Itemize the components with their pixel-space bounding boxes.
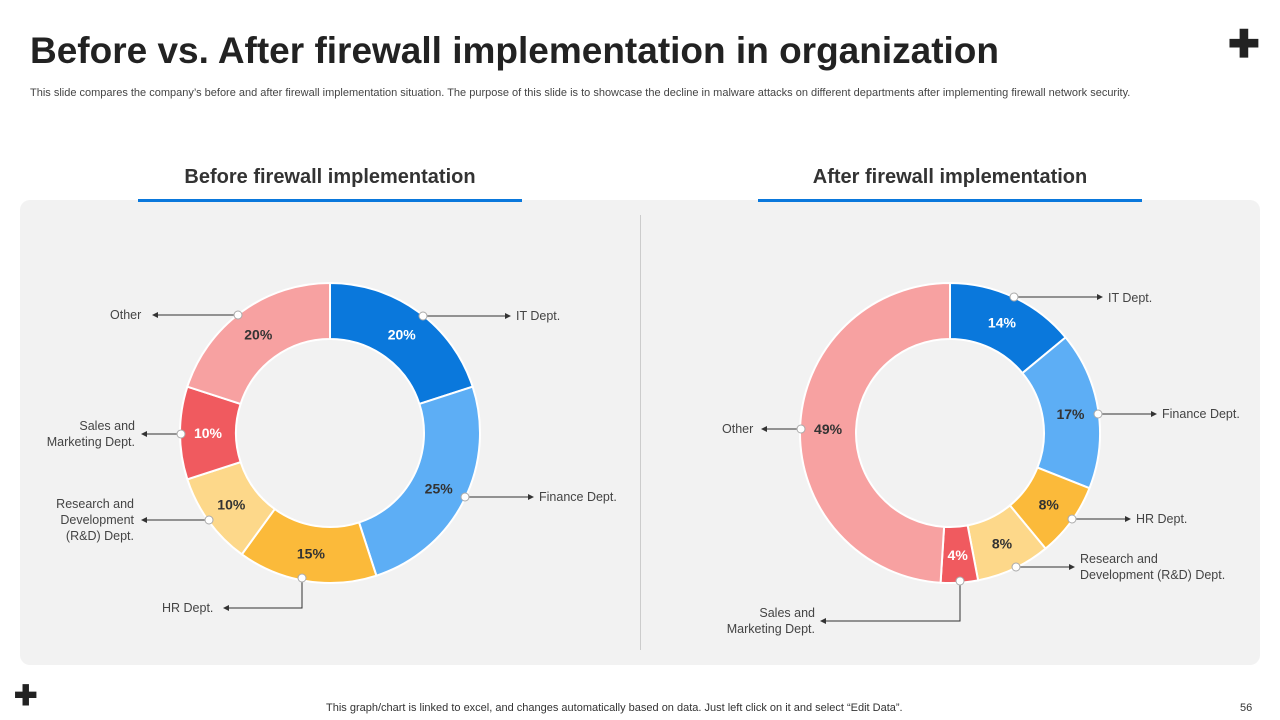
plus-icon: ✚ bbox=[14, 680, 38, 711]
data-label: 8% bbox=[992, 535, 1013, 551]
chart-title-after: After firewall implementation bbox=[758, 166, 1142, 202]
label-finance: Finance Dept. bbox=[1162, 407, 1240, 421]
data-label: 8% bbox=[1039, 497, 1060, 513]
leader-dot bbox=[1067, 514, 1077, 524]
donut-after: 14% 17% 8% 8% 4% 49% bbox=[799, 281, 1101, 584]
data-label: 15% bbox=[297, 545, 326, 561]
plus-icon: ✚ bbox=[1228, 24, 1260, 66]
data-label: 10% bbox=[217, 497, 246, 513]
leader-dot bbox=[297, 573, 307, 583]
leader-dot bbox=[1011, 562, 1021, 572]
donut-before: 20% 25% 15% 10% 10% 20% bbox=[179, 281, 481, 584]
data-label: 25% bbox=[425, 480, 454, 496]
leader-dot bbox=[1009, 292, 1019, 302]
data-label: 17% bbox=[1056, 406, 1085, 422]
data-label: 4% bbox=[948, 547, 969, 563]
leader-dot bbox=[418, 311, 428, 321]
data-label: 10% bbox=[194, 425, 223, 441]
page-subtitle: This slide compares the company’s before… bbox=[30, 87, 1131, 99]
label-sales: Sales and Marketing Dept. bbox=[726, 606, 815, 636]
leader-dot bbox=[176, 429, 186, 439]
label-other: Other bbox=[722, 422, 754, 436]
page-title: Before vs. After firewall implementation… bbox=[30, 30, 1000, 71]
page-number: 56 bbox=[1240, 702, 1253, 714]
label-sales: Sales and Marketing Dept. bbox=[46, 419, 135, 449]
label-rd: Research and Development (R&D) Dept. bbox=[1080, 552, 1226, 582]
donut-slice-1[interactable] bbox=[357, 385, 481, 577]
leader-dot bbox=[204, 515, 214, 525]
data-label: 49% bbox=[814, 421, 843, 437]
leader-line bbox=[223, 578, 303, 611]
chart-title-before: Before firewall implementation bbox=[138, 166, 522, 202]
donut-slice-5[interactable] bbox=[799, 281, 951, 584]
leader-line bbox=[820, 581, 961, 624]
label-finance: Finance Dept. bbox=[539, 490, 617, 504]
data-label: 14% bbox=[988, 315, 1017, 331]
leader-dot bbox=[796, 424, 806, 434]
data-label: 20% bbox=[388, 326, 417, 342]
label-other: Other bbox=[110, 308, 142, 322]
label-it: IT Dept. bbox=[1108, 291, 1153, 305]
divider bbox=[640, 215, 641, 650]
footer-note: This graph/chart is linked to excel, and… bbox=[326, 702, 903, 714]
donut-slice-5[interactable] bbox=[186, 281, 331, 406]
label-rd: Research and Development (R&D) Dept. bbox=[56, 497, 134, 543]
label-hr: HR Dept. bbox=[1136, 512, 1188, 526]
leader-dot bbox=[233, 310, 243, 320]
leader-dot bbox=[460, 492, 470, 502]
data-label: 20% bbox=[244, 326, 273, 342]
leader-dot bbox=[955, 576, 965, 586]
label-hr: HR Dept. bbox=[162, 601, 214, 615]
donut-slice-0[interactable] bbox=[329, 281, 474, 406]
leader-dot bbox=[1093, 409, 1103, 419]
label-it: IT Dept. bbox=[516, 309, 561, 323]
